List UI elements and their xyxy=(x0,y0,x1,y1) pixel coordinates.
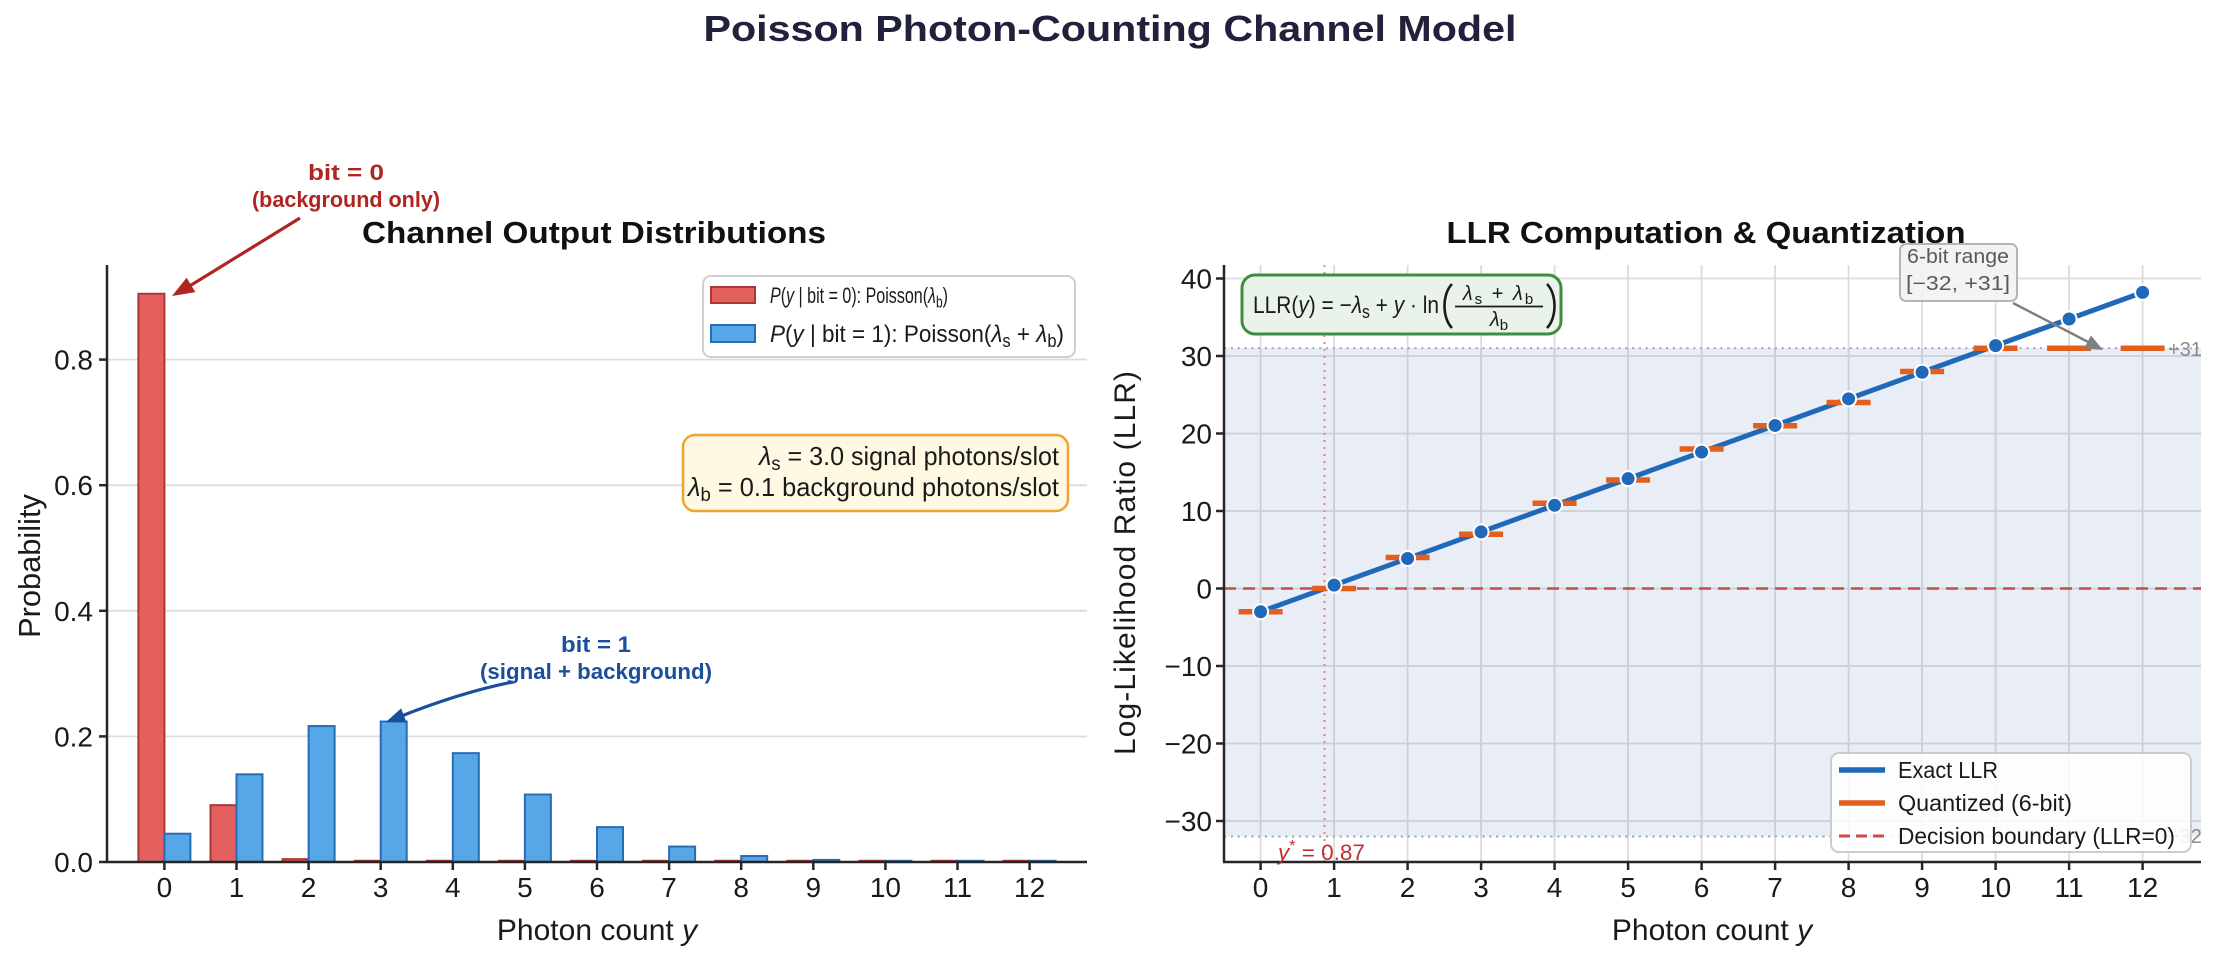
svg-text:Photon count y: Photon count y xyxy=(1612,914,1814,947)
svg-text:bit = 0: bit = 0 xyxy=(308,160,384,185)
svg-text:0.4: 0.4 xyxy=(54,596,93,627)
svg-text:5: 5 xyxy=(1620,872,1636,903)
svg-text:−20: −20 xyxy=(1165,729,1213,760)
svg-text:0.6: 0.6 xyxy=(54,470,93,501)
svg-text:11: 11 xyxy=(943,872,972,903)
svg-text:0: 0 xyxy=(1196,574,1212,605)
svg-text:y* = 0.87: y* = 0.87 xyxy=(1276,838,1365,865)
svg-text:30: 30 xyxy=(1181,341,1212,372)
svg-text:10: 10 xyxy=(870,872,901,903)
svg-text:9: 9 xyxy=(806,872,822,903)
svg-text:6: 6 xyxy=(589,872,605,903)
svg-text:Log-Likelihood Ratio (LLR): Log-Likelihood Ratio (LLR) xyxy=(1109,371,1142,755)
svg-text:4: 4 xyxy=(445,872,461,903)
svg-text:40: 40 xyxy=(1181,264,1212,295)
svg-text:1: 1 xyxy=(1326,872,1342,903)
svg-text:λb: λb xyxy=(1489,309,1508,334)
svg-text:7: 7 xyxy=(661,872,677,903)
svg-text:+31: +31 xyxy=(2168,339,2202,361)
svg-text:10: 10 xyxy=(1980,872,2011,903)
svg-text:bit = 1: bit = 1 xyxy=(561,632,631,657)
svg-text:P(y | bit = 1): Poisson(λs + λ: P(y | bit = 1): Poisson(λs + λb) xyxy=(770,321,1064,351)
svg-text:10: 10 xyxy=(1181,496,1212,527)
svg-text:5: 5 xyxy=(517,872,533,903)
svg-text:LLR(y) = −λs + y · ln: LLR(y) = −λs + y · ln xyxy=(1253,292,1439,322)
svg-text:11: 11 xyxy=(2055,872,2084,903)
svg-text:Probability: Probability xyxy=(12,494,47,638)
svg-text:20: 20 xyxy=(1181,419,1212,450)
svg-text:−10: −10 xyxy=(1165,651,1213,682)
svg-text:4: 4 xyxy=(1547,872,1563,903)
svg-text:(background only): (background only) xyxy=(252,187,440,212)
svg-text:8: 8 xyxy=(733,872,749,903)
svg-text:12: 12 xyxy=(2127,872,2158,903)
svg-text:λb = 0.1 background photons/sl: λb = 0.1 background photons/slot xyxy=(686,472,1060,506)
svg-text:2: 2 xyxy=(301,872,317,903)
svg-text:−30: −30 xyxy=(1165,806,1213,837)
svg-text:3: 3 xyxy=(1473,872,1489,903)
svg-text:[−32, +31]: [−32, +31] xyxy=(1906,273,2010,295)
svg-text:6-bit range: 6-bit range xyxy=(1907,246,2009,268)
svg-text:0.8: 0.8 xyxy=(54,345,93,376)
svg-text:λs = 3.0 signal photons/slot: λs = 3.0 signal photons/slot xyxy=(757,441,1060,475)
svg-text:Exact LLR: Exact LLR xyxy=(1898,757,1998,783)
svg-text:Channel Output Distributions: Channel Output Distributions xyxy=(362,215,826,250)
svg-text:Quantized (6-bit): Quantized (6-bit) xyxy=(1898,790,2072,816)
svg-text:λs + λb: λs + λb xyxy=(1462,283,1535,308)
svg-text:0.0: 0.0 xyxy=(54,847,93,878)
svg-text:1: 1 xyxy=(229,872,245,903)
svg-text:6: 6 xyxy=(1694,872,1710,903)
svg-text:7: 7 xyxy=(1767,872,1783,903)
svg-text:0: 0 xyxy=(1253,872,1269,903)
svg-text:0.2: 0.2 xyxy=(54,721,93,752)
svg-text:P(y | bit = 0): Poisson(λb): P(y | bit = 0): Poisson(λb) xyxy=(770,283,948,312)
svg-text:Decision boundary (LLR=0): Decision boundary (LLR=0) xyxy=(1898,823,2175,849)
svg-text:12: 12 xyxy=(1014,872,1045,903)
svg-text:LLR Computation & Quantization: LLR Computation & Quantization xyxy=(1447,215,1966,250)
svg-text:9: 9 xyxy=(1914,872,1930,903)
svg-text:Poisson Photon-Counting Channe: Poisson Photon-Counting Channel Model xyxy=(704,8,1517,49)
svg-text:8: 8 xyxy=(1841,872,1857,903)
svg-text:0: 0 xyxy=(157,872,173,903)
svg-text:(signal + background): (signal + background) xyxy=(480,659,712,684)
svg-text:Photon count y: Photon count y xyxy=(497,914,699,947)
svg-text:2: 2 xyxy=(1400,872,1416,903)
svg-text:3: 3 xyxy=(373,872,389,903)
